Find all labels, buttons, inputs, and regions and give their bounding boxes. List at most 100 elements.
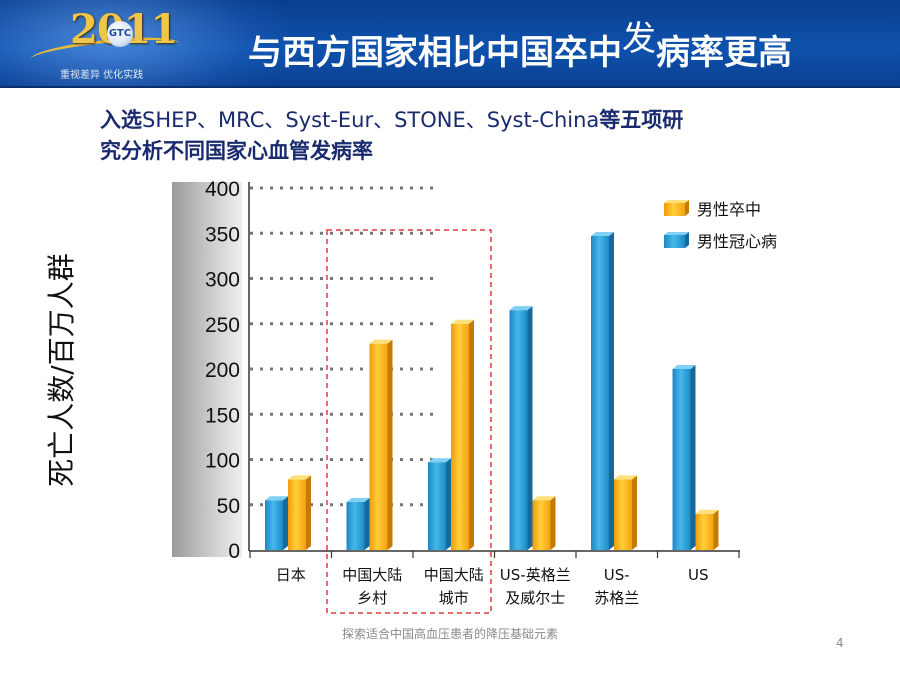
logo-slogan: 重视差异 优化实践 bbox=[60, 70, 144, 81]
bar-front bbox=[532, 500, 551, 550]
bar-side bbox=[713, 509, 719, 550]
category-label: 及威尔士 bbox=[505, 589, 565, 607]
bar bbox=[288, 475, 311, 550]
legend-swatch-top bbox=[664, 232, 689, 235]
subtitle-suffix: 等五项研 bbox=[599, 108, 684, 132]
legend-swatch-side bbox=[685, 200, 689, 216]
y-tick-label: 400 bbox=[205, 178, 240, 201]
footer-text: 探索适合中国高血压患者的降压基础元素 bbox=[341, 627, 558, 641]
bar bbox=[346, 498, 370, 550]
legend-swatch bbox=[664, 235, 685, 248]
bar-side bbox=[387, 339, 393, 550]
gridlines bbox=[250, 186, 435, 507]
title-part-2: 病率更高 bbox=[656, 33, 792, 73]
bar-side bbox=[690, 365, 696, 550]
category-label: 中国大陆 bbox=[424, 566, 484, 584]
subtitle-trials: SHEP、MRC、Syst-Eur、STONE、Syst-China bbox=[142, 108, 600, 132]
category-label: 城市 bbox=[439, 589, 469, 607]
bar-top bbox=[428, 458, 451, 463]
category-label: US- bbox=[604, 566, 630, 584]
subtitle: 入选SHEP、MRC、Syst-Eur、STONE、Syst-China等五项研… bbox=[100, 105, 820, 167]
y-tick-label: 200 bbox=[205, 359, 240, 382]
bar-front bbox=[346, 502, 365, 550]
bar-top bbox=[591, 231, 614, 236]
y-tick-label: 0 bbox=[228, 540, 240, 563]
bars bbox=[265, 231, 719, 550]
bar-front bbox=[265, 500, 283, 550]
bar-top bbox=[509, 306, 533, 311]
bar-side bbox=[446, 458, 451, 550]
bar bbox=[672, 365, 696, 550]
y-tick-label: 350 bbox=[205, 223, 240, 246]
bar bbox=[509, 306, 533, 550]
subtitle-prefix: 入选 bbox=[100, 108, 142, 132]
category-label: US bbox=[688, 566, 709, 584]
bar-front bbox=[591, 235, 609, 550]
bar-front bbox=[288, 479, 306, 550]
subtitle-line-1: 入选SHEP、MRC、Syst-Eur、STONE、Syst-China等五项研 bbox=[100, 105, 820, 136]
axis-gutter bbox=[172, 182, 242, 557]
bar-side bbox=[469, 319, 474, 550]
category-label: 苏格兰 bbox=[594, 589, 639, 607]
legend-swatch bbox=[664, 203, 685, 216]
bar bbox=[695, 509, 719, 550]
bar bbox=[614, 475, 637, 550]
bar-side bbox=[283, 496, 288, 550]
category-label: 乡村 bbox=[357, 589, 387, 607]
bar-side bbox=[550, 496, 556, 550]
bar bbox=[369, 339, 393, 550]
title-superscript-char: 发 bbox=[622, 19, 656, 59]
title-part-1: 与西方国家相比中国卒中 bbox=[248, 33, 622, 73]
bar-top bbox=[265, 496, 288, 501]
bar bbox=[591, 231, 614, 550]
bar-top bbox=[288, 475, 311, 480]
category-label: US-英格兰 bbox=[500, 566, 571, 584]
banner-glow bbox=[0, 0, 290, 88]
bar-side bbox=[632, 475, 637, 550]
y-tick-label: 100 bbox=[205, 450, 240, 473]
subtitle-line-2: 究分析不同国家心血管发病率 bbox=[100, 139, 373, 163]
bar-top bbox=[532, 496, 556, 501]
header-banner: 2011 GTC 重视差异 优化实践 与西方国家相比中国卒中发病率更高 bbox=[0, 0, 900, 88]
bar-side bbox=[527, 306, 533, 550]
bar bbox=[265, 496, 288, 550]
legend-label: 男性冠心病 bbox=[697, 232, 777, 251]
highlight-box-china bbox=[326, 229, 492, 614]
legend-swatch-top bbox=[664, 200, 689, 203]
logo-badge-icon: GTC bbox=[107, 21, 133, 47]
bar-top bbox=[451, 319, 474, 324]
bar-top bbox=[695, 509, 719, 514]
bar-top bbox=[614, 475, 637, 480]
bar-front bbox=[695, 513, 714, 550]
y-tick-label: 150 bbox=[205, 404, 240, 427]
bar-side bbox=[306, 475, 311, 550]
y-tick-label: 300 bbox=[205, 269, 240, 292]
legend-swatch-side bbox=[685, 232, 689, 248]
bar-front bbox=[614, 479, 632, 550]
bar-side bbox=[609, 231, 614, 550]
bar-front bbox=[369, 343, 388, 550]
bar-front bbox=[451, 323, 469, 550]
legend-item: 男性冠心病 bbox=[664, 232, 777, 251]
legend-item: 男性卒中 bbox=[664, 200, 761, 219]
banner-divider bbox=[0, 86, 900, 88]
bar-top bbox=[672, 365, 696, 369]
y-tick-labels: 0 50 100 150 200 250 300 350 400 bbox=[205, 178, 240, 563]
bar-side bbox=[364, 498, 370, 550]
bar-front bbox=[428, 462, 446, 550]
bar-front bbox=[509, 310, 528, 550]
bar-top bbox=[346, 498, 370, 503]
legend-label: 男性卒中 bbox=[697, 200, 761, 219]
bar bbox=[451, 319, 474, 550]
bar-front bbox=[672, 369, 691, 550]
slide-title: 与西方国家相比中国卒中发病率更高 bbox=[248, 19, 792, 74]
y-tick-label: 50 bbox=[217, 495, 240, 518]
bar bbox=[532, 496, 556, 550]
axes bbox=[248, 182, 740, 558]
category-label: 中国大陆 bbox=[342, 566, 402, 584]
category-label: 日本 bbox=[276, 566, 306, 584]
y-tick-label: 250 bbox=[205, 314, 240, 337]
